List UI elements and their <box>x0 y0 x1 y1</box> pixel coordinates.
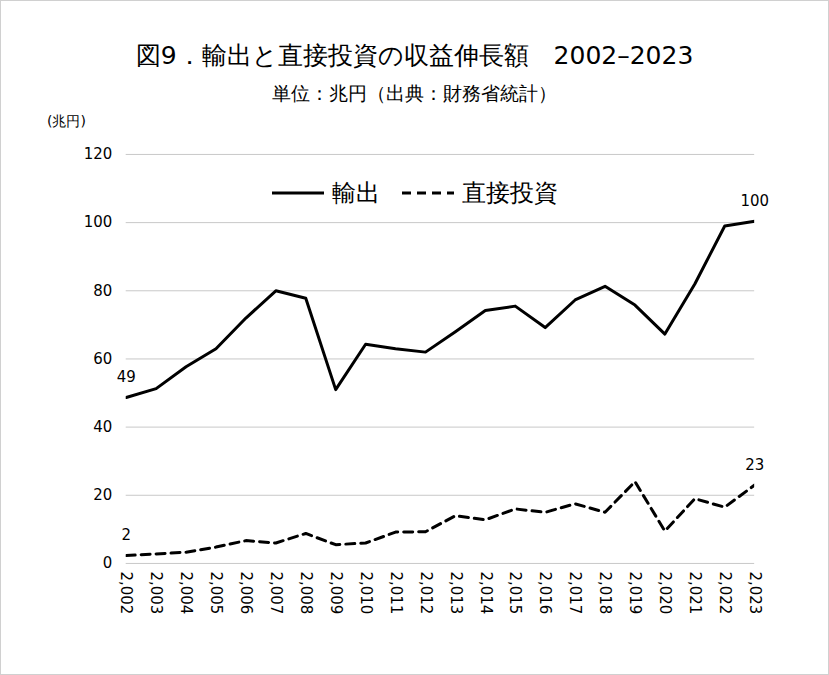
svg-text:2,006: 2,006 <box>237 571 255 614</box>
svg-text:23: 23 <box>745 456 764 474</box>
svg-text:2,003: 2,003 <box>147 571 165 614</box>
svg-text:20: 20 <box>93 486 112 504</box>
svg-text:2,022: 2,022 <box>716 571 734 614</box>
html-text:直接投資: 直接投資 <box>461 179 558 207</box>
svg-text:49: 49 <box>117 368 136 386</box>
svg-text:2,016: 2,016 <box>536 571 554 614</box>
svg-text:2,014: 2,014 <box>477 571 495 614</box>
html-text:単位：兆円（出典：財務省統計）: 単位：兆円（出典：財務省統計） <box>272 82 557 104</box>
svg-text:100: 100 <box>740 192 769 210</box>
svg-text:120: 120 <box>84 145 113 163</box>
svg-text:2,005: 2,005 <box>207 571 225 614</box>
svg-text:2,002: 2,002 <box>117 571 135 614</box>
svg-text:40: 40 <box>93 418 112 436</box>
svg-text:2,007: 2,007 <box>267 571 285 614</box>
html-text:図9．輸出と直接投資の収益伸長額 2002–2023: 図9．輸出と直接投資の収益伸長額 2002–2023 <box>135 41 694 70</box>
svg-text:2,008: 2,008 <box>297 571 315 614</box>
html-text:輸出: 輸出 <box>331 179 380 207</box>
svg-text:2,020: 2,020 <box>656 571 674 614</box>
svg-text:2,011: 2,011 <box>387 571 405 614</box>
svg-text:100: 100 <box>84 213 113 231</box>
svg-text:2: 2 <box>121 526 131 544</box>
svg-text:2,017: 2,017 <box>566 571 584 614</box>
svg-text:2,010: 2,010 <box>357 571 375 614</box>
svg-text:0: 0 <box>103 554 113 572</box>
html-text:(兆円): (兆円) <box>47 113 86 129</box>
svg-text:60: 60 <box>93 350 112 368</box>
svg-text:2,018: 2,018 <box>596 571 614 614</box>
svg-text:2,012: 2,012 <box>417 571 435 614</box>
svg-text:2,021: 2,021 <box>686 571 704 614</box>
svg-text:2,004: 2,004 <box>177 571 195 614</box>
svg-text:2,019: 2,019 <box>626 571 644 614</box>
svg-text:2,009: 2,009 <box>327 571 345 614</box>
svg-text:2,015: 2,015 <box>506 571 524 614</box>
svg-text:2,013: 2,013 <box>447 571 465 614</box>
svg-text:2,023: 2,023 <box>746 571 764 614</box>
svg-text:80: 80 <box>93 282 112 300</box>
